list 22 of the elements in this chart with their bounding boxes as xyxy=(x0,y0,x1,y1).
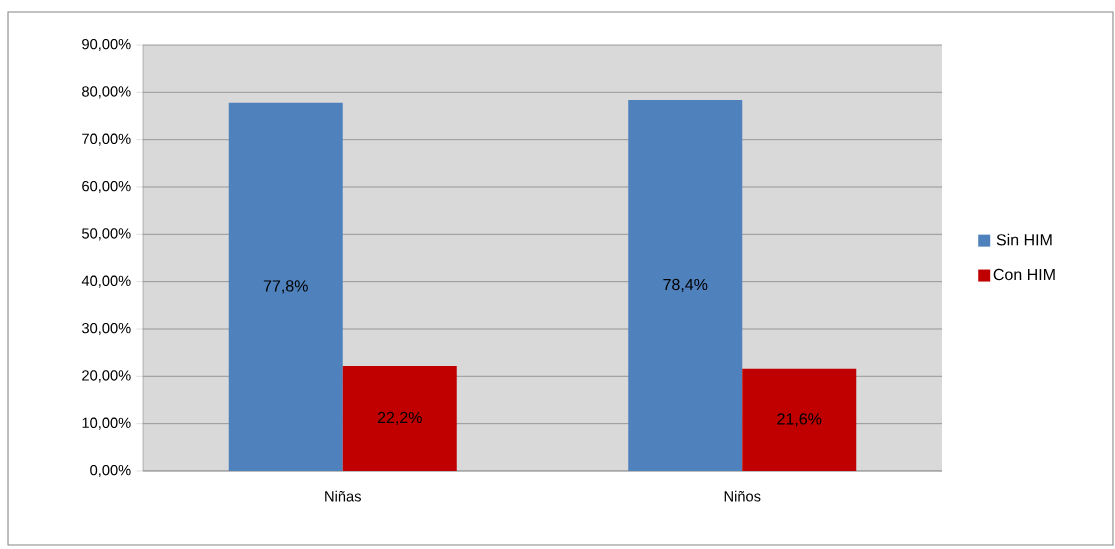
y-tick-label: 90,00% xyxy=(82,38,131,52)
data-label: 78,4% xyxy=(663,278,708,293)
bar xyxy=(342,365,457,471)
data-label: 77,8% xyxy=(263,280,308,294)
legend-label: Con HIM xyxy=(993,268,1055,281)
y-tick-label: 0,00% xyxy=(90,464,131,478)
x-tick-label: Niñas xyxy=(325,490,361,502)
x-tick-label: Niños xyxy=(724,490,761,502)
legend-label: Sin HIM xyxy=(996,233,1052,246)
data-label: 22,2% xyxy=(377,411,422,426)
bar xyxy=(228,102,343,471)
bar xyxy=(742,368,857,471)
y-tick-label: 20,00% xyxy=(82,370,131,383)
y-tick-label: 30,00% xyxy=(82,322,131,336)
y-tick-label: 60,00% xyxy=(82,180,131,194)
y-tick-label: 70,00% xyxy=(82,133,131,146)
y-tick-label: 10,00% xyxy=(82,417,131,430)
y-tick-label: 40,00% xyxy=(81,275,131,288)
data-label: 21,6% xyxy=(777,413,822,427)
y-tick-label: 50,00% xyxy=(82,228,131,241)
y-tick-label: 80,00% xyxy=(82,86,131,99)
bar xyxy=(628,99,743,471)
